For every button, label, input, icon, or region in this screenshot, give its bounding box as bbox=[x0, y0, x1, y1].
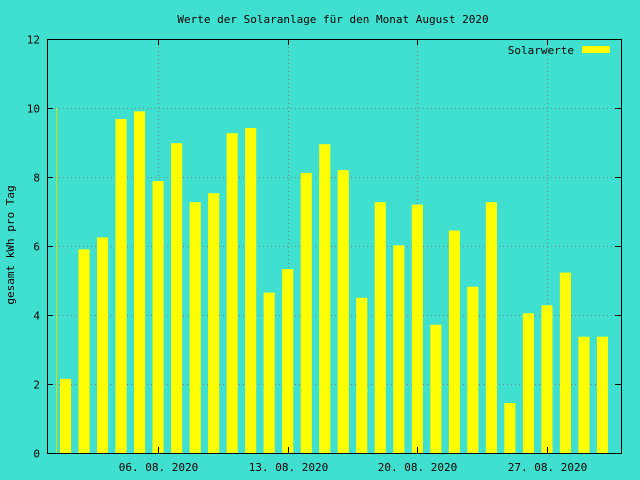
y-tick-label: 12 bbox=[27, 34, 40, 47]
grid-lines bbox=[47, 39, 621, 453]
y-axis-label: gesamt kWh pro Tag bbox=[4, 185, 17, 304]
bar bbox=[485, 202, 497, 453]
legend-label: Solarwerte bbox=[508, 44, 574, 57]
x-tick-label: 20. 08. 2020 bbox=[378, 461, 457, 474]
bar bbox=[448, 230, 460, 453]
bar bbox=[78, 249, 90, 453]
bar bbox=[356, 297, 368, 454]
y-tick-label: 10 bbox=[27, 103, 40, 116]
legend: Solarwerte bbox=[508, 44, 610, 57]
bar bbox=[430, 324, 442, 453]
bar bbox=[522, 313, 534, 453]
bar bbox=[504, 403, 516, 453]
bar bbox=[300, 172, 312, 453]
x-tick-label: 06. 08. 2020 bbox=[119, 461, 198, 474]
bar bbox=[263, 292, 275, 453]
bar bbox=[559, 272, 571, 453]
x-tick-label: 27. 08. 2020 bbox=[508, 461, 587, 474]
x-tick-label: 13. 08. 2020 bbox=[249, 461, 328, 474]
bar bbox=[578, 336, 590, 453]
bar bbox=[467, 286, 479, 453]
bar bbox=[282, 269, 294, 453]
bar bbox=[541, 305, 553, 453]
y-tick-label: 6 bbox=[33, 241, 40, 254]
y-tick-label: 0 bbox=[33, 448, 40, 461]
bar bbox=[152, 181, 164, 453]
bar bbox=[319, 144, 331, 453]
y-tick-label: 8 bbox=[33, 172, 40, 185]
bar bbox=[245, 128, 257, 453]
bar bbox=[189, 202, 201, 453]
bar bbox=[97, 237, 109, 453]
bar bbox=[60, 378, 72, 453]
legend-swatch bbox=[582, 46, 610, 53]
y-tick-label: 4 bbox=[33, 310, 40, 323]
y-tick-label: 2 bbox=[33, 379, 40, 392]
bar bbox=[134, 111, 146, 454]
plot-frame bbox=[47, 39, 622, 454]
bar bbox=[115, 119, 127, 453]
bar bbox=[171, 143, 183, 453]
bar bbox=[337, 170, 349, 453]
bar bbox=[208, 193, 220, 453]
bar bbox=[411, 204, 423, 453]
axis-ticks: 0 2 4 6 8 10 12 06. 08. 2020 13. 08. 2020 20. 08.… bbox=[27, 34, 621, 474]
bar bbox=[374, 202, 386, 453]
bar bbox=[226, 133, 238, 453]
bar bbox=[596, 336, 608, 453]
bar-series bbox=[56, 108, 608, 454]
chart-title: Werte der Solaranlage für den Monat Augu… bbox=[177, 13, 488, 26]
bar bbox=[393, 245, 405, 453]
